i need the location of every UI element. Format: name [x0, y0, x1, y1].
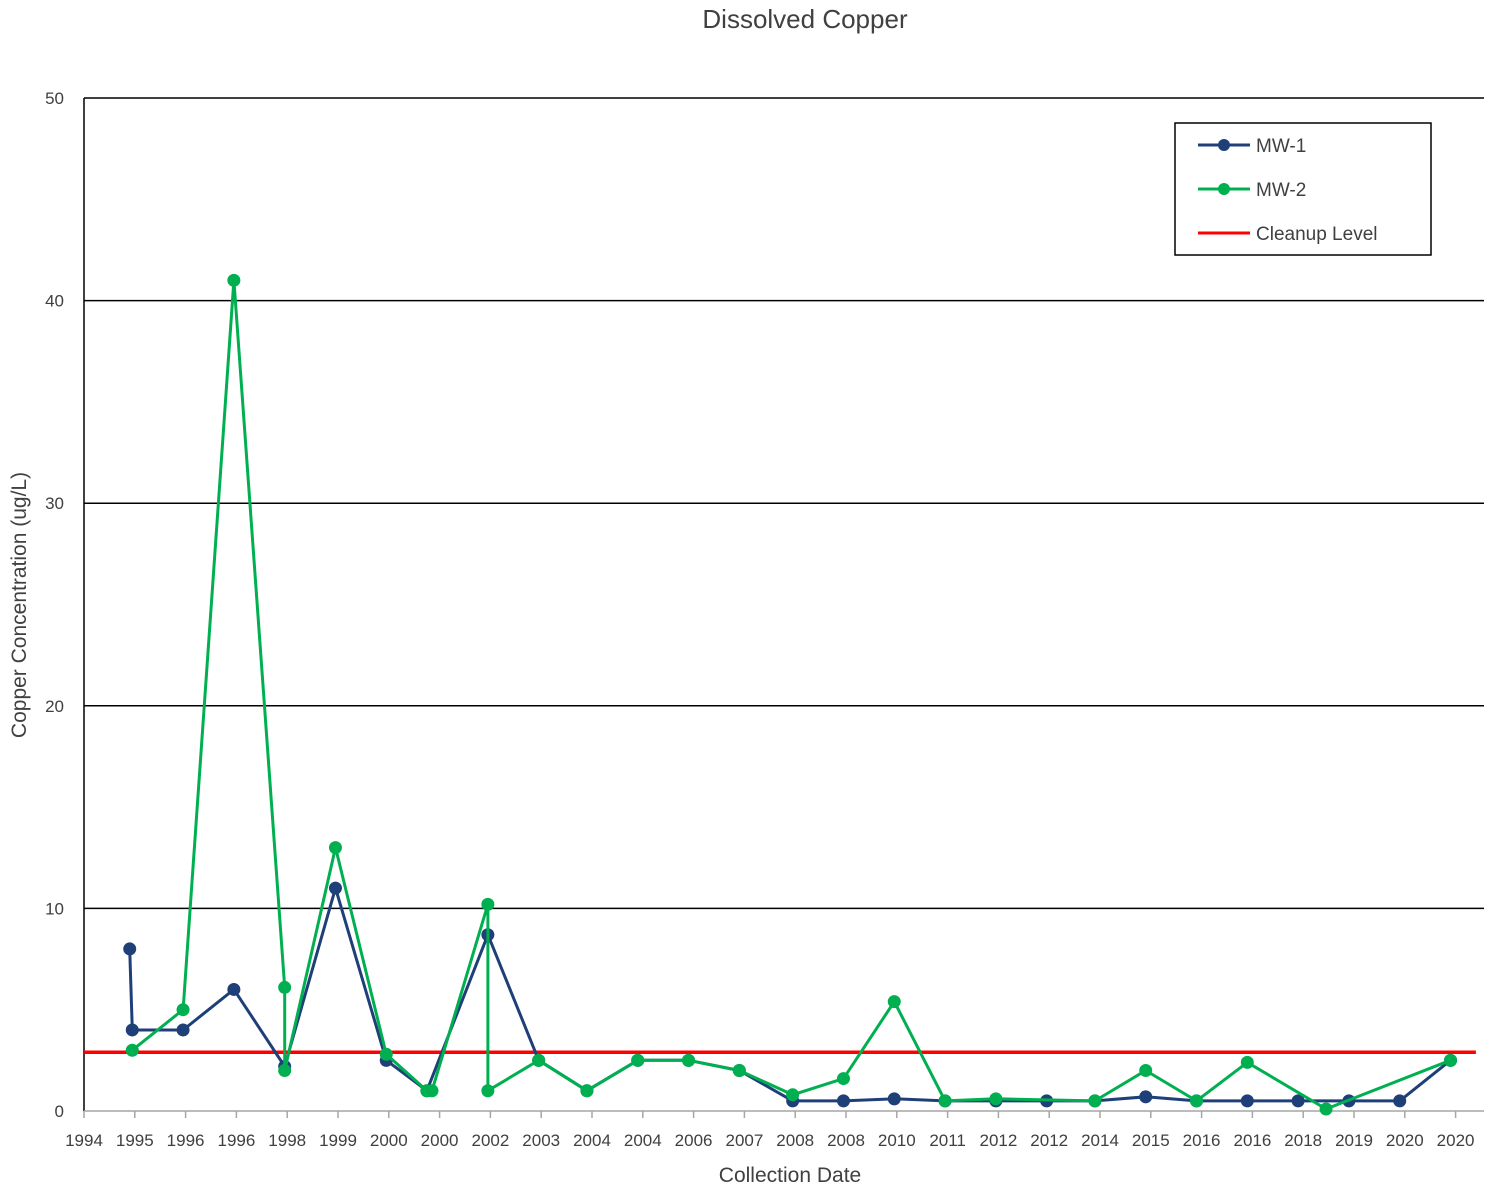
x-tick-label: 2014 [1081, 1131, 1119, 1150]
x-tick-label: 2004 [624, 1131, 662, 1150]
series-line [131, 278, 1452, 1111]
legend-label: Cleanup Level [1256, 224, 1377, 245]
data-point [938, 1094, 952, 1108]
y-tick-labels: 0 10 20 30 40 50 [45, 89, 64, 1121]
x-tick-label: 2007 [725, 1131, 763, 1150]
data-point [1319, 1102, 1333, 1116]
data-point [887, 995, 901, 1009]
x-axis-title: Collection Date [719, 1164, 861, 1187]
x-tick-label: 2020 [1437, 1131, 1475, 1150]
gridlines [83, 97, 1484, 1112]
series-line [128, 886, 1452, 1103]
data-point [227, 982, 241, 996]
data-point [1240, 1055, 1254, 1069]
legend-label: MW-1 [1256, 136, 1306, 157]
data-point [125, 1043, 139, 1057]
y-tick-label: 20 [45, 697, 64, 716]
x-tick-label: 2004 [573, 1131, 611, 1150]
legend-marker [1218, 139, 1230, 151]
x-tick-label: 2008 [827, 1131, 865, 1150]
data-point [1240, 1094, 1254, 1108]
data-point [786, 1088, 800, 1102]
data-point [836, 1094, 850, 1108]
data-point [123, 942, 137, 956]
data-point [580, 1084, 594, 1098]
x-tick-label: 1994 [65, 1131, 103, 1150]
x-tick-label: 1996 [217, 1131, 255, 1150]
legend: MW-1 MW-2 Cleanup Level [1174, 122, 1432, 256]
data-point [425, 1084, 439, 1098]
x-tick-label: 2003 [522, 1131, 560, 1150]
data-point [1088, 1094, 1102, 1108]
data-point [989, 1092, 1003, 1106]
legend-marker [1218, 183, 1230, 195]
x-tick-label: 2000 [370, 1131, 408, 1150]
plot-series [84, 273, 1476, 1116]
legend-entry: MW-1 [1198, 136, 1306, 157]
data-point [227, 273, 241, 287]
data-point [481, 1084, 495, 1098]
x-tick-label: 2016 [1183, 1131, 1221, 1150]
data-point [1190, 1094, 1204, 1108]
x-tick-label: 2006 [675, 1131, 713, 1150]
x-tick-label: 2011 [929, 1131, 966, 1150]
data-point [379, 1047, 393, 1061]
x-tick-label: 2010 [878, 1131, 916, 1150]
y-axis-title: Copper Concentration (ug/L) [8, 472, 31, 738]
data-point [532, 1053, 546, 1067]
x-tick-label: 2016 [1233, 1131, 1271, 1150]
legend-label: MW-2 [1256, 180, 1306, 201]
y-tick-label: 30 [45, 494, 64, 513]
x-tick-label: 2018 [1284, 1131, 1322, 1150]
series-mw-2 [125, 273, 1458, 1116]
x-tick-label: 2019 [1335, 1131, 1373, 1150]
x-tick-label: 2012 [1030, 1131, 1068, 1150]
y-tick-label: 0 [55, 1102, 64, 1121]
x-tick-label: 1998 [268, 1131, 306, 1150]
data-point [125, 1023, 139, 1037]
data-point [328, 841, 342, 855]
y-tick-label: 40 [45, 292, 64, 311]
data-point [1139, 1090, 1153, 1104]
data-point [328, 881, 342, 895]
data-point [1444, 1053, 1458, 1067]
data-point [682, 1053, 696, 1067]
data-point [1393, 1094, 1407, 1108]
data-point [1139, 1063, 1153, 1077]
x-tick-label: 2000 [421, 1131, 459, 1150]
legend-entry: MW-2 [1198, 180, 1306, 201]
x-tick-label: 2002 [471, 1131, 509, 1150]
chart-title: Dissolved Copper [702, 4, 908, 34]
x-tick-label: 1996 [167, 1131, 205, 1150]
y-tick-label: 50 [45, 89, 64, 108]
x-tick-label: 2012 [979, 1131, 1017, 1150]
series-mw-1 [123, 881, 1458, 1108]
x-tick-label: 2020 [1386, 1131, 1424, 1150]
y-tick-label: 10 [45, 899, 64, 918]
legend-entry: Cleanup Level [1198, 224, 1377, 245]
x-tick-label: 1995 [116, 1131, 154, 1150]
data-point [836, 1072, 850, 1086]
data-point [631, 1053, 645, 1067]
x-tick-label: 2015 [1132, 1131, 1170, 1150]
data-point [278, 980, 292, 994]
data-point [1291, 1094, 1305, 1108]
data-point [481, 897, 495, 911]
x-tick-label: 2008 [776, 1131, 814, 1150]
x-tick-labels: 1994 1995 1996 1996 1998 1999 2000 2000 2002 2003… [65, 1111, 1475, 1150]
x-tick-label: 1999 [319, 1131, 357, 1150]
data-point [278, 1063, 292, 1077]
data-point [176, 1003, 190, 1017]
data-point [887, 1092, 901, 1106]
data-point [176, 1023, 190, 1037]
data-point [732, 1063, 746, 1077]
